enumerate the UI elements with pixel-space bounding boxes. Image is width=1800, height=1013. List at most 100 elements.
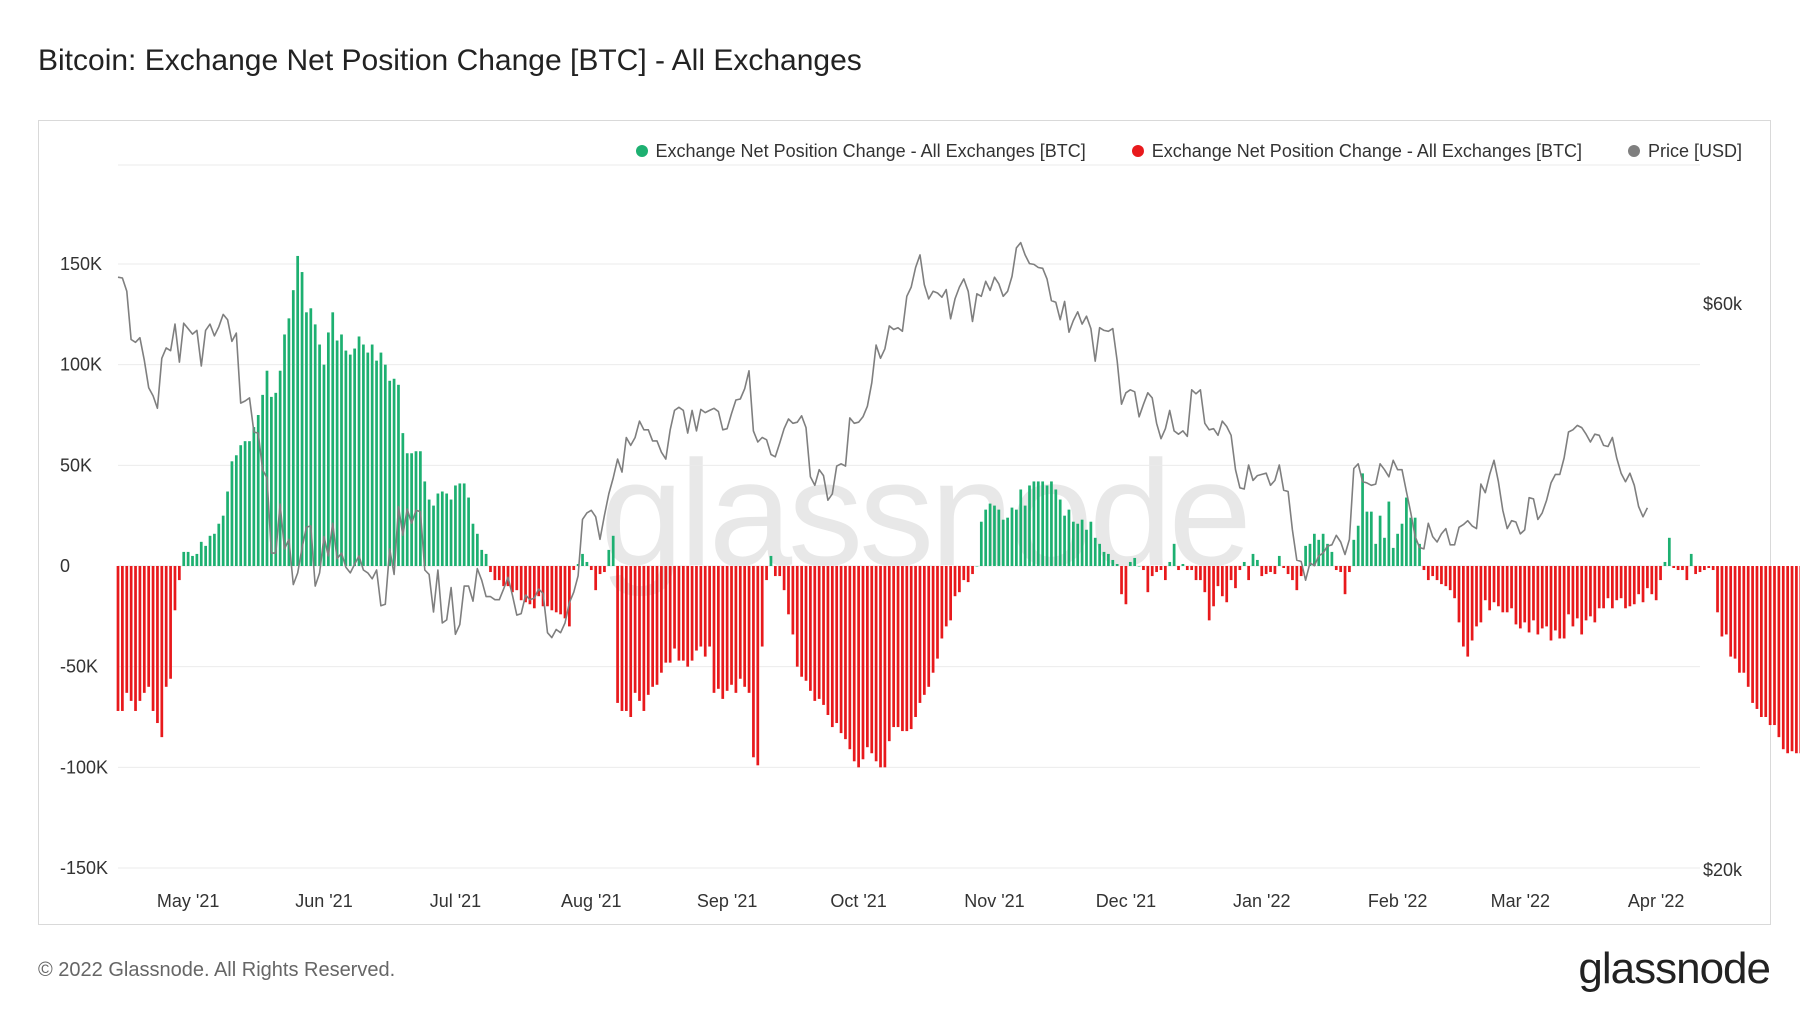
legend-item-price[interactable]: Price [USD] bbox=[1627, 138, 1742, 164]
bar bbox=[1010, 507, 1014, 566]
bar bbox=[1107, 553, 1110, 566]
bar bbox=[1146, 566, 1150, 593]
bar bbox=[1111, 559, 1115, 566]
bar bbox=[1632, 566, 1636, 605]
bar bbox=[1457, 566, 1461, 623]
bar bbox=[1746, 566, 1750, 687]
bar bbox=[1225, 566, 1229, 603]
x-tick-label: Jul '21 bbox=[430, 891, 481, 911]
bar bbox=[795, 566, 799, 667]
bar bbox=[1681, 566, 1684, 571]
legend-label-price: Price [USD] bbox=[1647, 140, 1742, 161]
bar bbox=[940, 566, 944, 639]
y-tick-label: 0 bbox=[60, 556, 70, 576]
bar bbox=[839, 566, 843, 734]
bar bbox=[883, 566, 887, 768]
bar bbox=[1527, 566, 1531, 633]
bar bbox=[1313, 533, 1316, 566]
bar bbox=[1492, 566, 1496, 603]
bar bbox=[624, 566, 628, 711]
bar bbox=[370, 344, 374, 566]
bar bbox=[1593, 566, 1597, 623]
bar bbox=[730, 566, 733, 685]
bar bbox=[142, 566, 146, 693]
bar bbox=[1396, 533, 1399, 566]
bar bbox=[379, 352, 383, 566]
bar bbox=[633, 566, 637, 693]
x-tick-label: May '21 bbox=[157, 891, 219, 911]
bar bbox=[603, 566, 606, 573]
bar bbox=[248, 441, 251, 566]
bar bbox=[173, 566, 177, 611]
bar bbox=[901, 566, 904, 732]
bar bbox=[1076, 523, 1080, 566]
bar bbox=[721, 566, 725, 699]
legend-label-inflow: Exchange Net Position Change - All Excha… bbox=[655, 140, 1086, 161]
bar bbox=[1514, 566, 1518, 625]
bar bbox=[208, 535, 212, 566]
bar bbox=[1400, 523, 1404, 566]
bar bbox=[760, 566, 764, 647]
bar bbox=[1067, 509, 1071, 566]
bar bbox=[1777, 566, 1781, 738]
bar bbox=[1216, 566, 1220, 587]
bar bbox=[984, 509, 988, 566]
bar bbox=[962, 566, 966, 581]
bar bbox=[204, 545, 208, 566]
bar bbox=[773, 566, 777, 577]
x-tick-label: Jan '22 bbox=[1233, 891, 1290, 911]
bar bbox=[1742, 566, 1746, 673]
bar bbox=[537, 566, 541, 597]
bar bbox=[1045, 485, 1049, 566]
bar bbox=[1032, 481, 1036, 566]
bar bbox=[646, 566, 650, 695]
bar bbox=[326, 332, 330, 566]
bar bbox=[1150, 566, 1154, 577]
bar bbox=[1142, 566, 1145, 571]
legend-item-inflow[interactable]: Exchange Net Position Change - All Excha… bbox=[635, 138, 1086, 164]
bar bbox=[1326, 543, 1329, 566]
bar bbox=[690, 566, 694, 661]
chart-panel bbox=[38, 120, 1771, 925]
x-axis: May '21 Jun '21 Jul '21 Aug '21 Sep '21 Oct '… bbox=[157, 891, 1685, 911]
price-series bbox=[117, 241, 1649, 639]
bar bbox=[1159, 566, 1163, 571]
footer-logo[interactable]: glassnode bbox=[1578, 944, 1771, 993]
bar bbox=[1628, 566, 1632, 607]
y-right-tick-label: $60k bbox=[1703, 294, 1743, 314]
bar bbox=[734, 566, 738, 693]
bar bbox=[598, 566, 602, 575]
bar bbox=[1711, 566, 1715, 571]
bar bbox=[234, 455, 238, 566]
bar bbox=[673, 566, 676, 649]
bar bbox=[914, 566, 917, 717]
bar bbox=[887, 566, 891, 742]
bar bbox=[1277, 555, 1281, 566]
bar bbox=[1120, 566, 1123, 595]
bar bbox=[1444, 566, 1448, 587]
bar bbox=[1238, 566, 1242, 571]
bar bbox=[1453, 566, 1456, 599]
bar bbox=[1133, 557, 1137, 566]
bar bbox=[1374, 543, 1378, 566]
bar bbox=[979, 521, 983, 566]
y-axis-left: 150K 100K 50K 0 -50K -100K -150K bbox=[60, 254, 108, 878]
bar bbox=[896, 566, 900, 728]
y-tick-label: -50K bbox=[60, 657, 98, 677]
y-tick-label: 50K bbox=[60, 455, 92, 475]
bar bbox=[677, 566, 681, 661]
bar bbox=[1536, 566, 1540, 635]
legend-item-outflow[interactable]: Exchange Net Position Change - All Excha… bbox=[1131, 138, 1582, 164]
bar bbox=[480, 549, 484, 566]
bar bbox=[462, 483, 466, 566]
bar bbox=[423, 481, 427, 566]
bar bbox=[1781, 566, 1785, 750]
bar bbox=[182, 551, 186, 566]
bar bbox=[892, 566, 896, 728]
bar bbox=[1716, 566, 1719, 613]
bar bbox=[1575, 566, 1579, 619]
bar bbox=[362, 344, 365, 566]
bar bbox=[1391, 547, 1395, 566]
bar bbox=[874, 566, 878, 762]
bar bbox=[1768, 566, 1772, 726]
